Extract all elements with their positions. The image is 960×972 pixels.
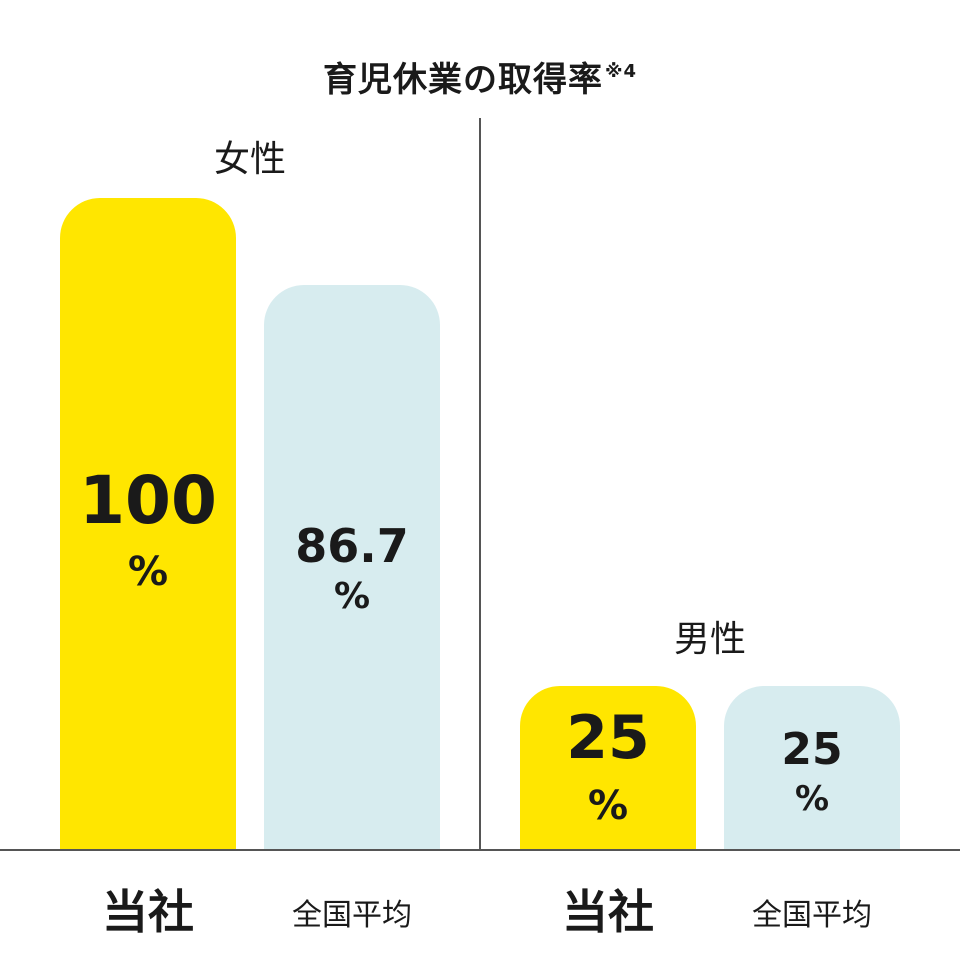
- bar-female-company: [60, 198, 236, 850]
- value-unit: %: [127, 549, 169, 595]
- group-label-female: 女性: [213, 139, 286, 180]
- category-label-male-national-average: 全国平均: [752, 898, 872, 933]
- title-footnote-mark: ※4: [604, 61, 638, 82]
- group-label-male: 男性: [673, 619, 746, 660]
- value-unit: %: [587, 783, 629, 829]
- bar-male-national-average: [724, 686, 900, 850]
- value-label-male-national-average: 25 %: [724, 724, 900, 819]
- value-label-female-company: 100 %: [60, 462, 236, 595]
- chart-title-text: 育児休業の取得率: [322, 60, 603, 100]
- value-label-female-national-average: 86.7 %: [264, 523, 440, 615]
- category-label-female-national-average: 全国平均: [292, 898, 412, 933]
- value-number: 25: [781, 724, 843, 775]
- bar-female-national-average: [264, 284, 440, 850]
- chart-title: 育児休業の取得率 ※4: [0, 52, 960, 101]
- value-number: 86.7: [295, 519, 409, 573]
- group-divider: [479, 118, 481, 850]
- category-label-male-company: 当社: [562, 885, 654, 939]
- value-unit: %: [794, 779, 830, 819]
- value-unit: %: [333, 576, 371, 617]
- value-number: 25: [566, 703, 650, 773]
- chart-baseline: [0, 849, 960, 851]
- value-number: 100: [79, 462, 217, 539]
- bar-male-company: [520, 686, 696, 850]
- value-label-male-company: 25 %: [520, 708, 696, 826]
- category-label-female-company: 当社: [102, 885, 194, 939]
